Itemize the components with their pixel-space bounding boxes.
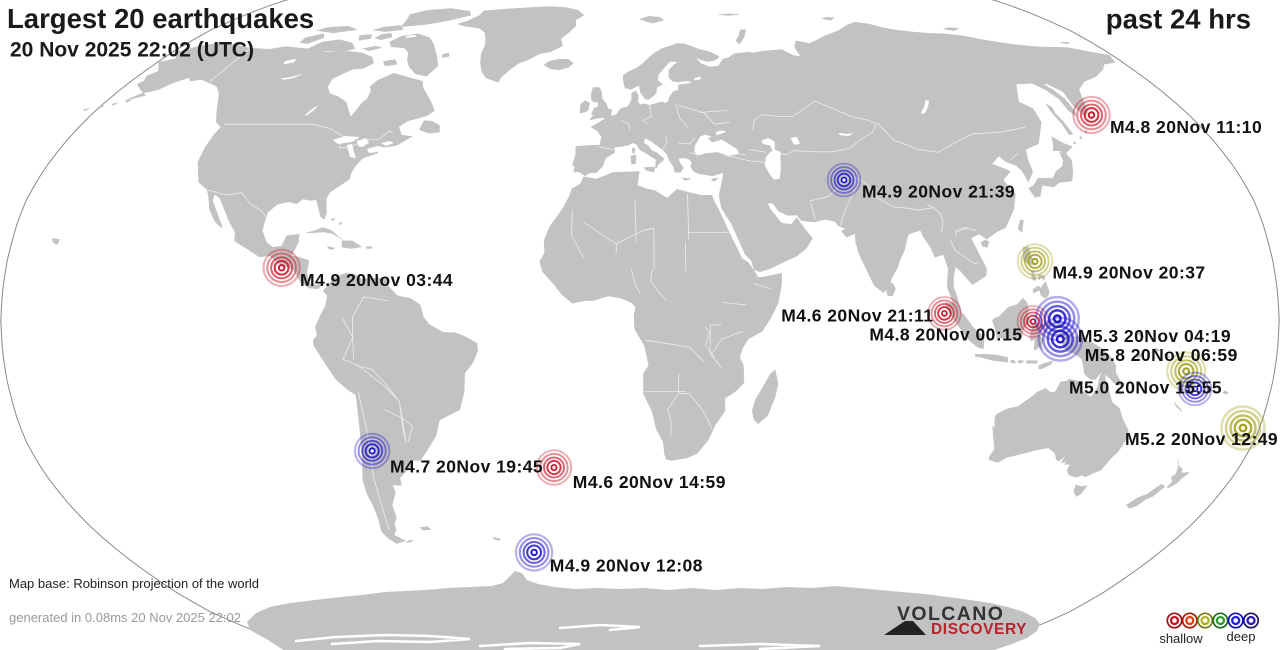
svg-text:M4.9 20Nov 20:37: M4.9 20Nov 20:37 xyxy=(1053,262,1206,282)
svg-text:M4.9 20Nov 03:44: M4.9 20Nov 03:44 xyxy=(300,270,453,290)
svg-text:20 Nov 2025 22:02 (UTC): 20 Nov 2025 22:02 (UTC) xyxy=(10,39,254,62)
svg-text:M4.8 20Nov 11:10: M4.8 20Nov 11:10 xyxy=(1110,117,1262,137)
svg-text:M5.3 20Nov 04:19: M5.3 20Nov 04:19 xyxy=(1078,326,1231,346)
svg-text:deep: deep xyxy=(1227,629,1256,644)
svg-text:M4.8 20Nov 00:15: M4.8 20Nov 00:15 xyxy=(869,324,1022,344)
svg-text:M4.9 20Nov 12:08: M4.9 20Nov 12:08 xyxy=(550,555,703,575)
svg-text:past 24 hrs: past 24 hrs xyxy=(1106,4,1251,35)
svg-text:generated in 0.08ms 20 Nov 202: generated in 0.08ms 20 Nov 2025 22:02 xyxy=(9,610,241,625)
svg-text:M4.7 20Nov 19:45: M4.7 20Nov 19:45 xyxy=(390,457,543,477)
svg-text:M4.6 20Nov 21:11: M4.6 20Nov 21:11 xyxy=(781,306,933,326)
svg-text:M4.9 20Nov 21:39: M4.9 20Nov 21:39 xyxy=(862,182,1015,202)
svg-text:M4.6 20Nov 14:59: M4.6 20Nov 14:59 xyxy=(573,472,726,492)
svg-text:VOLCANO: VOLCANO xyxy=(897,603,1004,625)
svg-text:M5.2 20Nov 12:49: M5.2 20Nov 12:49 xyxy=(1125,429,1278,449)
svg-text:shallow: shallow xyxy=(1159,631,1203,646)
svg-text:DISCOVERY: DISCOVERY xyxy=(931,621,1027,638)
svg-text:M5.0 20Nov 15:55: M5.0 20Nov 15:55 xyxy=(1069,378,1222,398)
svg-text:Map base: Robinson projection: Map base: Robinson projection of the wor… xyxy=(9,576,259,591)
svg-text:Largest 20 earthquakes: Largest 20 earthquakes xyxy=(7,3,314,34)
svg-text:M5.8 20Nov 06:59: M5.8 20Nov 06:59 xyxy=(1085,345,1238,365)
